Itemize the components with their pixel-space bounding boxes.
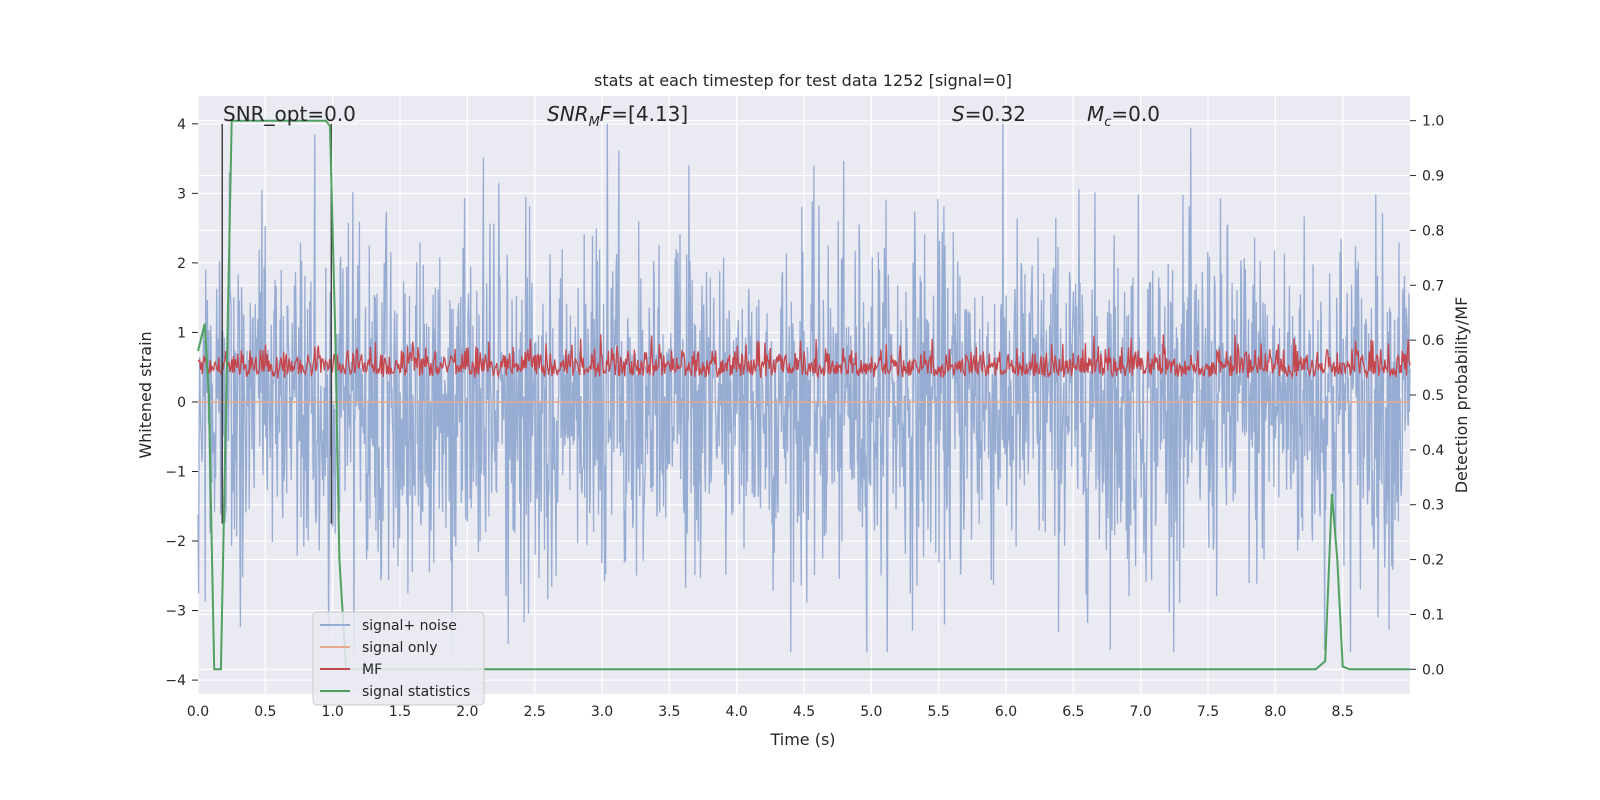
x-tick-label: 5.5 [928, 704, 950, 720]
x-tick-label: 2.5 [524, 704, 546, 720]
y-tick-label-right: 0.4 [1422, 443, 1444, 459]
line-signal-statistics [197, 119, 1410, 671]
y-tick-label-right: 0.8 [1422, 223, 1444, 239]
y-tick-label-left: 4 [177, 117, 186, 133]
x-tick-label: 1.0 [322, 704, 344, 720]
annotation-snr-mf: SNRMF=[4.13] [547, 102, 688, 130]
y-tick-label-right: 0.5 [1422, 388, 1444, 404]
legend-label-mf: MF [362, 662, 382, 678]
x-tick-label: 7.0 [1130, 704, 1152, 720]
line-signal-plus-noise [197, 123, 1411, 653]
x-axis-ticks: 0.0 0.5 1.0 1.5 2.0 2.5 3.0 3.5 4.0 4.5 5.0 5.5 6.0 6… [187, 704, 1354, 720]
y-tick-label-right: 0.3 [1422, 498, 1444, 514]
legend-label-signal-only: signal only [362, 640, 437, 656]
x-tick-label: 8.5 [1332, 704, 1354, 720]
x-tick-label: 0.0 [187, 704, 209, 720]
x-axis-label: Time (s) [769, 730, 835, 749]
y-tick-label-left: −3 [165, 604, 186, 620]
x-tick-label: 2.0 [456, 704, 478, 720]
x-tick-label: 4.0 [726, 704, 748, 720]
y-tick-label-right: 0.6 [1422, 333, 1444, 349]
annotation-mc: Mc=0.0 [1087, 102, 1160, 130]
y-tick-label-left: 3 [177, 186, 186, 202]
y-tick-label-right: 0.2 [1422, 553, 1444, 569]
x-tick-label: 0.5 [254, 704, 276, 720]
x-tick-label: 3.0 [591, 704, 613, 720]
y-tick-label-left: −2 [165, 534, 186, 550]
x-tick-label: 7.5 [1197, 704, 1219, 720]
y-tick-label-right: 0.0 [1422, 662, 1444, 678]
y-tick-label-right: 0.1 [1422, 607, 1444, 623]
x-tick-label: 1.5 [389, 704, 411, 720]
y-axis-left-ticks: 4 3 2 1 0 −1 −2 −3 −4 [165, 117, 198, 689]
series-mf [197, 334, 1411, 380]
legend-box [312, 611, 485, 706]
y-tick-label-right: 0.7 [1422, 278, 1444, 294]
y-axis-left-label: Whitened strain [136, 331, 155, 458]
annotation-snr-opt: SNR_opt=0.0 [223, 102, 356, 126]
series-signal-statistics [197, 119, 1410, 671]
x-tick-label: 8.0 [1264, 704, 1286, 720]
x-tick-label: 4.5 [793, 704, 815, 720]
y-tick-label-left: 2 [177, 256, 186, 272]
line-mf [197, 334, 1411, 380]
legend: signal+ noise signal only MF signal stat… [312, 611, 485, 706]
x-tick-label: 3.5 [658, 704, 680, 720]
y-tick-label-right: 1.0 [1422, 114, 1444, 130]
x-tick-label: 6.0 [995, 704, 1017, 720]
y-tick-label-left: 1 [177, 325, 186, 341]
x-tick-label: 5.0 [860, 704, 882, 720]
x-tick-label: 6.5 [1062, 704, 1084, 720]
y-tick-label-left: −4 [165, 673, 186, 689]
y-axis-right-label: Detection probability/MF [1452, 297, 1471, 494]
legend-label-signal-plus-noise: signal+ noise [362, 618, 457, 634]
legend-label-signal-statistics: signal statistics [362, 684, 470, 700]
series-signal-plus-noise [197, 123, 1411, 653]
y-tick-label-left: −1 [165, 464, 186, 480]
chart-title: stats at each timestep for test data 125… [594, 71, 1012, 90]
y-tick-label-left: 0 [177, 395, 186, 411]
y-axis-right-ticks: 1.0 0.9 0.8 0.7 0.6 0.5 0.4 0.3 0.2 0.1 0.0 [1410, 114, 1444, 678]
annotation-s: S=0.32 [952, 102, 1026, 126]
y-tick-label-right: 0.9 [1422, 169, 1444, 185]
